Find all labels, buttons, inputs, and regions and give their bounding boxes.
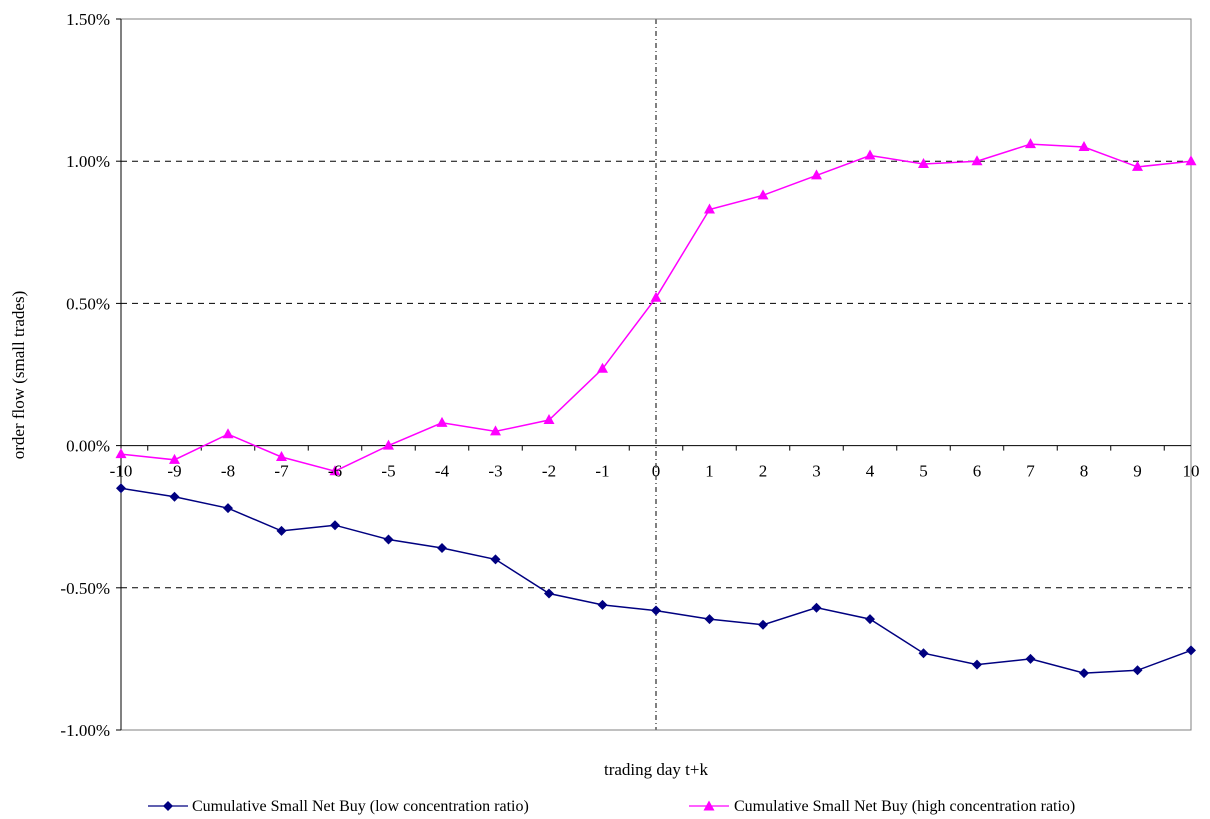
y-tick-label: -1.00% xyxy=(60,721,110,740)
data-point-high xyxy=(490,425,501,436)
data-point-high xyxy=(543,414,555,425)
x-tick-label: 7 xyxy=(1026,462,1035,481)
x-tick-label: 1 xyxy=(705,462,714,481)
data-point-high xyxy=(1025,138,1036,149)
data-point-low xyxy=(169,491,180,502)
x-tick-label: -9 xyxy=(167,462,181,481)
x-tick-label: 4 xyxy=(866,462,875,481)
data-point-high xyxy=(811,169,822,180)
x-tick-label: -10 xyxy=(110,462,133,481)
x-tick-label: -6 xyxy=(328,462,342,481)
data-point-low xyxy=(597,599,608,610)
x-tick-label: 9 xyxy=(1133,462,1142,481)
data-point-high xyxy=(597,362,608,373)
legend-marker-high xyxy=(703,800,715,811)
x-tick-label: -2 xyxy=(542,462,556,481)
data-point-low xyxy=(276,525,287,536)
legend-item-low: Cumulative Small Net Buy (low concentrat… xyxy=(148,798,529,815)
x-tick-label: 6 xyxy=(973,462,982,481)
data-point-high xyxy=(222,428,234,439)
x-tick-label: -7 xyxy=(274,462,289,481)
data-point-low xyxy=(1079,668,1089,679)
data-point-low xyxy=(865,614,875,625)
legend: Cumulative Small Net Buy (low concentrat… xyxy=(148,798,1075,815)
data-point-high xyxy=(383,439,394,450)
series-layer xyxy=(115,138,1197,679)
x-tick-label: 5 xyxy=(919,462,928,481)
data-point-low xyxy=(383,534,394,545)
data-point-low xyxy=(437,542,447,553)
data-point-low xyxy=(704,614,715,625)
legend-label-low: Cumulative Small Net Buy (low concentrat… xyxy=(192,798,529,815)
data-point-low xyxy=(918,648,929,659)
data-point-high xyxy=(329,465,341,476)
data-point-low xyxy=(972,659,982,670)
data-point-low xyxy=(544,588,554,599)
data-point-low xyxy=(1132,665,1143,676)
data-point-low xyxy=(758,619,768,630)
y-tick-label: -0.50% xyxy=(60,579,110,598)
data-point-high xyxy=(115,448,127,459)
data-point-high xyxy=(1185,155,1197,166)
legend-item-high: Cumulative Small Net Buy (high concentra… xyxy=(689,798,1075,815)
legend-marker-low xyxy=(163,801,173,811)
data-point-low xyxy=(651,605,661,616)
data-point-low xyxy=(1186,645,1196,656)
data-point-high xyxy=(276,450,287,461)
grid-lines xyxy=(121,19,1191,730)
x-tick-label: 2 xyxy=(759,462,768,481)
x-axis-title: trading day t+k xyxy=(604,760,709,779)
x-tick-label: -8 xyxy=(221,462,235,481)
x-tick-label: 3 xyxy=(812,462,821,481)
x-tick-label: -1 xyxy=(595,462,609,481)
axes xyxy=(116,18,1192,731)
data-point-low xyxy=(1025,653,1036,664)
x-tick-label: 8 xyxy=(1080,462,1089,481)
data-point-high xyxy=(864,149,876,160)
data-point-low xyxy=(116,483,126,494)
data-point-low xyxy=(330,520,340,531)
data-point-high xyxy=(1132,160,1143,171)
x-tick-label: -5 xyxy=(381,462,395,481)
data-point-high xyxy=(757,189,769,200)
y-tick-label: 1.00% xyxy=(66,152,110,171)
y-tick-label: 0.50% xyxy=(66,294,110,313)
tick-labels: -1.00%-0.50%0.00%0.50%1.00%1.50%-10 -9 -8-… xyxy=(60,10,1199,740)
x-tick-label: 10 xyxy=(1183,462,1200,481)
data-point-high xyxy=(436,416,448,427)
data-point-high xyxy=(918,158,929,169)
data-point-high xyxy=(704,203,715,214)
data-point-low xyxy=(811,602,822,613)
data-point-low xyxy=(490,554,501,565)
y-tick-label: 0.00% xyxy=(66,437,110,456)
legend-label-high: Cumulative Small Net Buy (high concentra… xyxy=(734,798,1075,815)
x-tick-label: 0 xyxy=(652,462,661,481)
data-point-high xyxy=(169,453,180,464)
data-point-low xyxy=(223,503,233,514)
y-tick-label: 1.50% xyxy=(66,10,110,29)
y-axis-title: order flow (small trades) xyxy=(9,291,28,460)
data-point-high xyxy=(971,155,983,166)
data-point-high xyxy=(1078,140,1090,151)
data-point-high xyxy=(650,291,662,302)
x-tick-label: -4 xyxy=(435,462,450,481)
x-tick-label: -3 xyxy=(488,462,502,481)
